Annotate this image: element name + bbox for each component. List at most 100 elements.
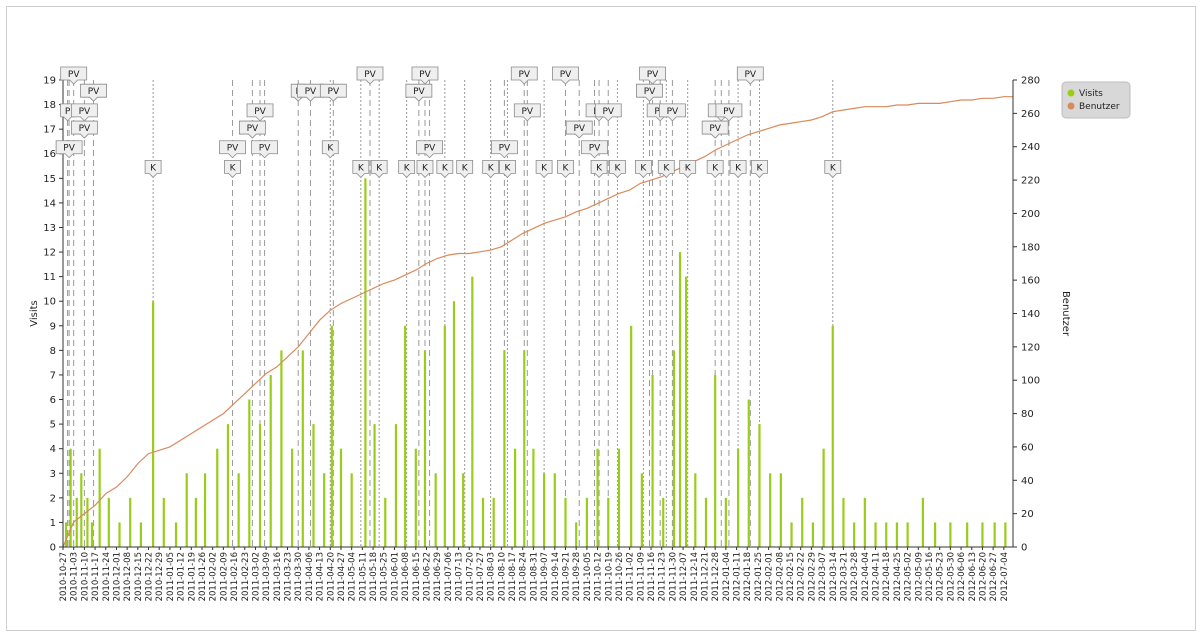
left-tick-label: 8 [50,346,56,357]
event-marker-box [557,160,574,178]
visits-bar [564,497,567,547]
x-tick-label: 2011-07-27 [476,552,486,601]
visits-bar [118,522,121,547]
x-tick-label: 2012-01-25 [754,552,764,601]
event-marker-box [706,160,724,178]
event-marker-box [55,140,83,159]
x-tick-label: 2012-05-30 [946,552,956,601]
event-marker-label: PV [644,87,656,97]
event-marker: PV [405,83,433,102]
x-tick-label: 2011-03-09 [262,552,272,601]
event-marker-label: K [640,163,647,173]
event-marker-box [499,160,516,178]
event-marker-box [398,160,416,178]
left-tick-label: 3 [50,469,56,480]
x-tick-label: 2010-10-27 [59,552,69,601]
event-marker-label: K [830,163,837,173]
x-tick-label: 2012-05-16 [925,552,935,601]
event-marker: PV [70,103,98,122]
event-marker-box [736,66,764,85]
event-marker-box [657,160,675,178]
event-marker-label: PV [667,107,679,117]
right-tick-label: 160 [1021,276,1040,287]
visits-bar [194,497,197,547]
event-marker: PV [736,66,764,85]
event-marker: K [499,160,516,178]
x-tick-label: 2012-05-02 [904,552,914,601]
visits-bar [69,448,72,547]
visits-bar [747,399,750,547]
x-tick-label: 2011-06-15 [412,552,422,601]
x-tick-label: 2010-12-01 [112,552,122,601]
visits-bar [513,448,517,547]
event-marker-label: K [488,163,495,173]
x-tick-label: 2012-05-23 [936,552,946,601]
visits-bar [790,522,793,547]
event-marker-label: PV [602,107,614,117]
visits-bar [585,497,588,547]
event-marker: PV [411,66,439,85]
event-marker-box [679,160,697,178]
x-tick-label: 2012-01-11 [733,552,743,601]
x-tick-label: 2012-02-22 [797,552,807,601]
benutzer-line [62,96,1013,548]
visits-bar [434,473,437,547]
event-marker-label: PV [259,144,271,154]
x-tick-label: 2011-02-16 [230,552,240,601]
event-marker: PV [238,120,266,139]
x-tick-label: 2012-06-20 [978,552,988,601]
visits-bar [90,522,94,547]
event-marker-label: PV [364,70,376,80]
event-marker-label: PV [413,87,425,97]
x-tick-label: 2011-06-22 [423,552,433,601]
x-tick-label: 2011-08-24 [519,552,529,601]
event-marker-box [824,160,842,178]
visits-benutzer-chart: 0123456789101112131415161718190204060801… [29,66,1131,601]
event-marker: K [352,160,370,178]
x-tick-label: 2011-03-30 [294,552,304,601]
event-marker: K [456,160,474,178]
right-tick-label: 40 [1021,476,1034,487]
event-marker-box [319,83,347,102]
x-tick-label: 2010-12-22 [145,552,155,601]
visits-bar [269,374,272,547]
legend: Visits Benutzer [1061,81,1131,119]
visits-bar [779,473,782,547]
x-tick-label: 2011-06-01 [390,552,400,601]
left-tick-label: 13 [43,223,56,234]
x-tick-label: 2011-01-19 [187,552,197,601]
visits-bar [203,473,207,547]
visits-bar [481,497,485,547]
visits-bar [330,325,333,547]
event-marker-box [552,66,579,85]
event-marker-label: K [735,163,742,173]
event-marker-box [416,160,434,178]
x-tick-label: 2011-03-23 [284,552,294,601]
event-marker: PV [246,103,274,122]
event-marker: K [679,160,697,178]
x-tick-label: 2011-02-02 [209,552,219,601]
event-marker-label: PV [522,107,534,117]
left-tick-label: 0 [50,543,56,554]
left-tick-label: 2 [50,493,56,504]
event-marker: K [144,160,162,178]
visits-bar [736,448,740,547]
visits-bar [290,448,294,547]
event-marker: PV [639,66,666,85]
event-marker-label: PV [68,70,80,80]
event-marker-box [219,140,246,159]
event-marker: PV [701,120,729,139]
x-tick-label: 2012-04-25 [893,552,903,601]
event-marker-label: K [663,163,670,173]
x-tick-label: 2011-11-30 [668,552,678,601]
x-tick-label: 2012-06-27 [989,552,999,601]
left-tick-label: 11 [43,272,56,283]
x-tick-label: 2011-04-27 [337,552,347,601]
event-marker-label: PV [589,144,601,154]
x-tick-label: 2012-05-09 [914,552,924,601]
benutzer-line-layer [62,96,1013,548]
left-tick-label: 19 [43,76,56,87]
event-marker-label: PV [79,107,91,117]
event-marker: PV [356,66,384,85]
visits-bar [523,350,526,547]
